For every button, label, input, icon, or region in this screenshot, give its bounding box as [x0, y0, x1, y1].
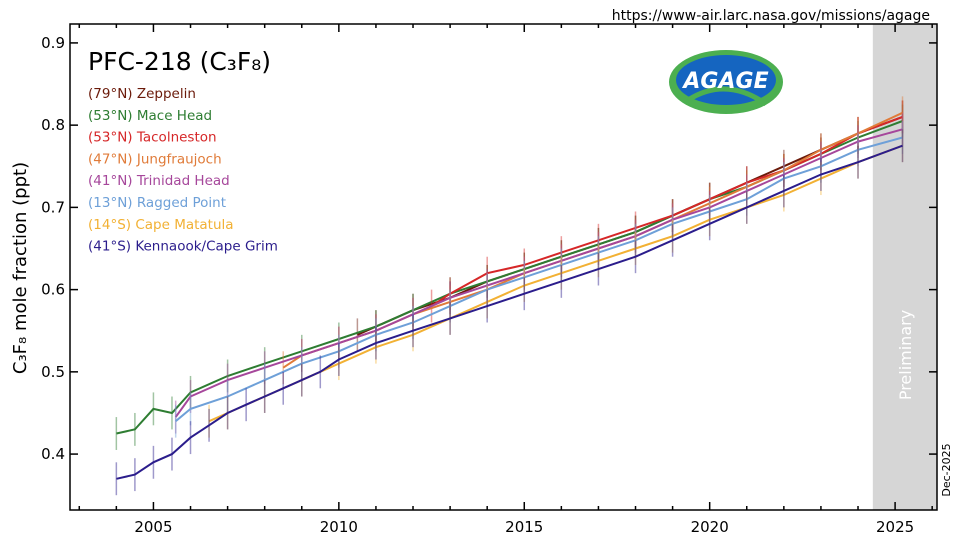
series-5 [174, 121, 904, 438]
legend-entry: (13°N) Ragged Point [88, 195, 226, 211]
series-line [116, 144, 903, 480]
x-tick-label: 2025 [876, 518, 914, 536]
y-tick-label: 0.4 [41, 445, 65, 463]
y-axis-label: C₃F₈ mole fraction (ppt) [10, 162, 31, 374]
legend-entry: (14°S) Cape Matatula [88, 217, 234, 233]
legend-entry: (53°N) Mace Head [88, 108, 212, 124]
x-tick-label: 2010 [320, 518, 358, 536]
preliminary-label: Preliminary [896, 310, 915, 400]
plot-area: Preliminary 2005 2010 2015 2020 2025 0.4 0.5 0.6… [41, 23, 938, 536]
legend-entry: (79°N) Zeppelin [88, 86, 196, 102]
y-tick-label: 0.8 [41, 116, 65, 134]
y-tick-label: 0.6 [41, 281, 65, 299]
logo-swoosh [686, 86, 768, 107]
legend-entry: (47°N) Jungfraujoch [88, 151, 222, 167]
series-7 [115, 129, 904, 496]
date-stamp: Dec-2025 [940, 443, 953, 496]
y-tick-label: 0.5 [41, 363, 65, 381]
logo-text: AGAGE [681, 69, 768, 94]
x-tick-label: 2015 [505, 518, 543, 536]
series-line [431, 115, 903, 307]
source-url[interactable]: https://www-air.larc.nasa.gov/missions/a… [612, 8, 930, 24]
series-2 [430, 100, 904, 323]
x-tick-label: 2005 [134, 518, 172, 536]
legend: (79°N) Zeppelin (53°N) Mace Head (53°N) Ta… [88, 86, 278, 255]
y-tick-label: 0.9 [41, 34, 65, 52]
agage-logo: AGAGE [669, 50, 783, 114]
legend-entry: (41°S) Kennaook/Cape Grim [88, 239, 278, 255]
legend-entry: (53°N) Tacolneston [88, 130, 217, 146]
x-tick-label: 2020 [691, 518, 729, 536]
series-line [175, 136, 903, 422]
preliminary-band [872, 24, 937, 510]
series-line [174, 128, 903, 418]
chart-title: PFC-218 (C₃F₈) [88, 47, 271, 76]
series-4 [174, 112, 904, 434]
plot-frame [69, 23, 938, 511]
legend-entry: (41°N) Trinidad Head [88, 173, 230, 189]
y-tick-label: 0.7 [41, 198, 65, 216]
